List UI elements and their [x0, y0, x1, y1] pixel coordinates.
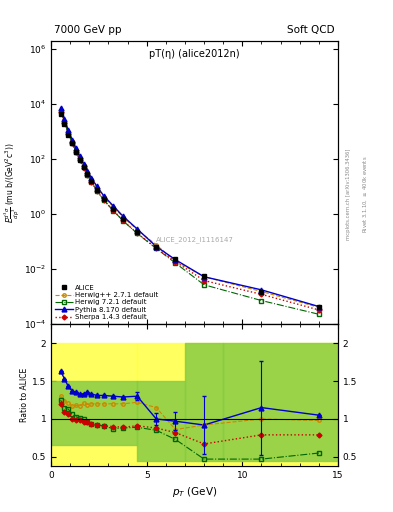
Text: 7000 GeV pp: 7000 GeV pp — [54, 25, 121, 35]
Text: mcplots.cern.ch [arXiv:1306.3436]: mcplots.cern.ch [arXiv:1306.3436] — [346, 149, 351, 240]
Text: ALICE_2012_I1116147: ALICE_2012_I1116147 — [156, 236, 233, 243]
Y-axis label: $E\frac{d^3\sigma}{dp^3}$ (mu b/(GeV$^2$c$^3$)): $E\frac{d^3\sigma}{dp^3}$ (mu b/(GeV$^2$… — [2, 142, 21, 223]
Legend: ALICE, Herwig++ 2.7.1 default, Herwig 7.2.1 default, Pythia 8.170 default, Sherp: ALICE, Herwig++ 2.7.1 default, Herwig 7.… — [55, 284, 159, 321]
Text: Soft QCD: Soft QCD — [288, 25, 335, 35]
X-axis label: $p_T$ (GeV): $p_T$ (GeV) — [172, 485, 217, 499]
Text: pT(η) (alice2012n): pT(η) (alice2012n) — [149, 50, 240, 59]
Y-axis label: Ratio to ALICE: Ratio to ALICE — [20, 368, 29, 422]
Text: Rivet 3.1.10, $\geq$ 400k events: Rivet 3.1.10, $\geq$ 400k events — [362, 156, 369, 233]
